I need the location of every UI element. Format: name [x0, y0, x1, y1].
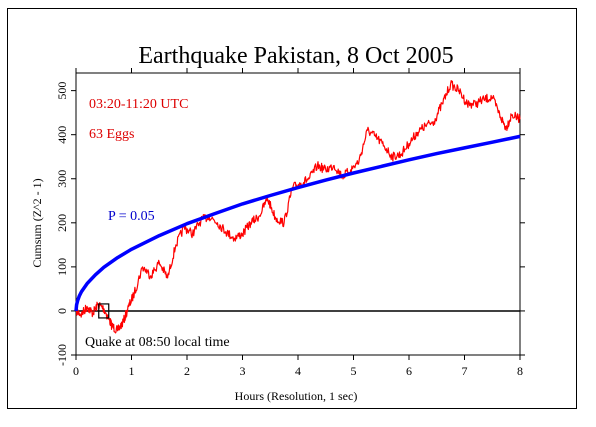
- x-tick-label: 2: [184, 364, 190, 378]
- x-tick-label: 7: [462, 364, 468, 378]
- y-tick-label: 100: [55, 258, 69, 276]
- y-tick-label: 400: [55, 126, 69, 144]
- probability-envelope-line: [74, 134, 521, 312]
- event-marker-box: [98, 303, 110, 319]
- cumsum-line: [75, 80, 521, 334]
- eggs-annotation: 63 Eggs: [89, 127, 135, 142]
- x-tick-label: 4: [295, 364, 301, 378]
- chart-title: Earthquake Pakistan, 8 Oct 2005: [138, 43, 453, 69]
- x-tick-label: 8: [517, 364, 523, 378]
- x-tick-label: 1: [129, 364, 135, 378]
- y-tick-label: 200: [55, 214, 69, 232]
- chart-frame: [7, 8, 577, 409]
- y-axis-label: Cumsum (Z^2 - 1): [30, 178, 44, 267]
- x-tick-label: 5: [351, 364, 357, 378]
- x-tick-label: 6: [406, 364, 412, 378]
- y-tick-label: 0: [55, 308, 69, 314]
- x-axis-label: Hours (Resolution, 1 sec): [235, 389, 358, 403]
- y-tick-label: 500: [55, 82, 69, 100]
- time-range-annotation: 03:20-11:20 UTC: [89, 97, 188, 112]
- probability-annotation: P = 0.05: [108, 209, 155, 224]
- event-annotation: Quake at 08:50 local time: [85, 335, 230, 350]
- y-tick-label: 300: [55, 170, 69, 188]
- x-tick-label: 3: [240, 364, 246, 378]
- y-tick-label: -100: [55, 344, 69, 366]
- x-tick-label: 0: [73, 364, 79, 378]
